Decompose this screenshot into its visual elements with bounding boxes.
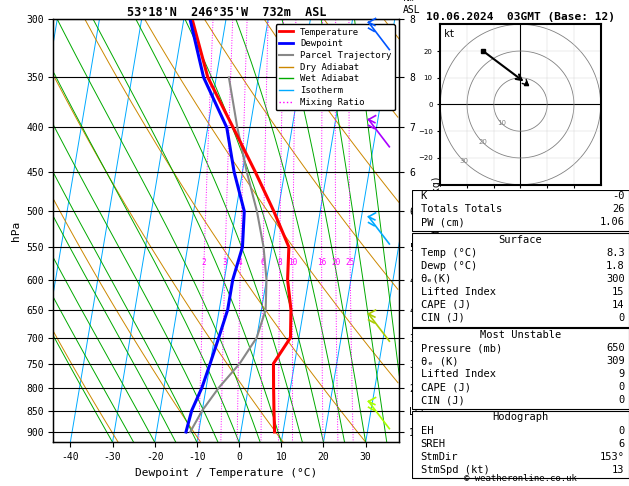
Text: Lifted Index: Lifted Index [421, 369, 496, 379]
Text: Lifted Index: Lifted Index [421, 287, 496, 297]
Y-axis label: Mixing Ratio (g/kg): Mixing Ratio (g/kg) [432, 175, 442, 287]
Text: Temp (°C): Temp (°C) [421, 248, 477, 258]
Text: Most Unstable: Most Unstable [480, 330, 561, 340]
Text: StmSpd (kt): StmSpd (kt) [421, 465, 489, 475]
Text: CIN (J): CIN (J) [421, 313, 464, 323]
Text: 8: 8 [277, 258, 282, 267]
Text: Dewp (°C): Dewp (°C) [421, 260, 477, 271]
X-axis label: Dewpoint / Temperature (°C): Dewpoint / Temperature (°C) [135, 468, 318, 478]
Text: 13: 13 [612, 465, 625, 475]
Text: 309: 309 [606, 356, 625, 366]
Bar [412, 411, 629, 478]
Text: 25: 25 [345, 258, 355, 267]
Text: 14: 14 [612, 300, 625, 310]
Text: 1.06: 1.06 [599, 217, 625, 227]
Text: StmDir: StmDir [421, 451, 458, 462]
Text: 0: 0 [618, 382, 625, 392]
Text: 650: 650 [606, 343, 625, 353]
Text: 15: 15 [612, 287, 625, 297]
Text: 1.8: 1.8 [606, 260, 625, 271]
Bar [412, 190, 629, 231]
Bar [412, 328, 629, 409]
Text: 30: 30 [459, 158, 469, 164]
Text: EH: EH [421, 426, 433, 435]
Text: θₑ (K): θₑ (K) [421, 356, 458, 366]
Text: θₑ(K): θₑ(K) [421, 274, 452, 284]
Text: kt: kt [443, 29, 455, 39]
Text: 0: 0 [618, 395, 625, 405]
Text: 4: 4 [238, 258, 243, 267]
Text: 10: 10 [497, 121, 506, 126]
Text: -0: -0 [612, 191, 625, 201]
Text: 20: 20 [478, 139, 487, 145]
Text: K: K [421, 191, 427, 201]
Text: CAPE (J): CAPE (J) [421, 382, 470, 392]
Text: Hodograph: Hodograph [493, 413, 548, 422]
Text: Totals Totals: Totals Totals [421, 205, 502, 214]
Text: 9: 9 [618, 369, 625, 379]
Text: 6: 6 [260, 258, 265, 267]
Title: 53°18'N  246°35'W  732m  ASL: 53°18'N 246°35'W 732m ASL [126, 6, 326, 19]
Text: 0: 0 [618, 426, 625, 435]
Text: 10: 10 [288, 258, 298, 267]
Text: Pressure (mb): Pressure (mb) [421, 343, 502, 353]
Text: 8.3: 8.3 [606, 248, 625, 258]
Text: PW (cm): PW (cm) [421, 217, 464, 227]
Text: 0: 0 [618, 313, 625, 323]
Text: 153°: 153° [599, 451, 625, 462]
Text: © weatheronline.co.uk: © weatheronline.co.uk [464, 474, 577, 483]
Text: 16: 16 [317, 258, 326, 267]
Text: 300: 300 [606, 274, 625, 284]
Bar [412, 233, 629, 327]
Legend: Temperature, Dewpoint, Parcel Trajectory, Dry Adiabat, Wet Adiabat, Isotherm, Mi: Temperature, Dewpoint, Parcel Trajectory… [276, 24, 395, 110]
Text: 2: 2 [201, 258, 206, 267]
Text: 26: 26 [612, 205, 625, 214]
Text: 3: 3 [223, 258, 227, 267]
Text: CIN (J): CIN (J) [421, 395, 464, 405]
Text: km
ASL: km ASL [403, 0, 420, 15]
Text: CAPE (J): CAPE (J) [421, 300, 470, 310]
Text: Surface: Surface [499, 235, 542, 244]
Text: SREH: SREH [421, 438, 446, 449]
Y-axis label: hPa: hPa [11, 221, 21, 241]
Text: 6: 6 [618, 438, 625, 449]
Text: 10.06.2024  03GMT (Base: 12): 10.06.2024 03GMT (Base: 12) [426, 12, 615, 22]
Text: 20: 20 [331, 258, 340, 267]
